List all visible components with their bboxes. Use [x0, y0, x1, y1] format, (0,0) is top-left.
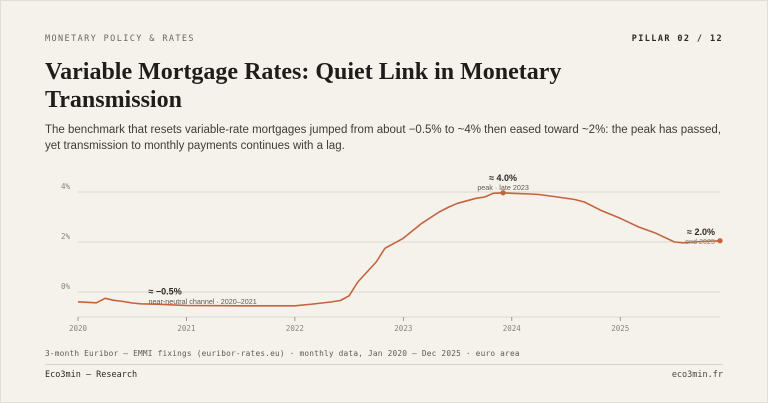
annotation-peak: ≈ 4.0%peak · late 2023: [477, 173, 529, 196]
y-tick-labels: 0% 2% 4%: [61, 182, 71, 291]
annotation-note: end 2025: [685, 237, 715, 246]
y-tick-label: 4%: [61, 182, 71, 191]
x-tick-label: 2020: [69, 324, 88, 331]
end-marker: [717, 238, 723, 244]
x-tick-label: 2025: [611, 324, 629, 331]
series-line: [77, 192, 721, 307]
peak-marker: [500, 190, 506, 196]
line-chart: 0% 2% 4% 2020 2021 2022 2023 2024 2025 ≈ −0.5%n…: [61, 173, 723, 331]
annotation-value: ≈ 2.0%: [687, 227, 715, 237]
annotation-low: ≈ −0.5%near-neutral channel · 2020–2021: [148, 287, 256, 307]
y-tick-label: 0%: [61, 282, 71, 291]
annotation-value: ≈ 4.0%: [489, 173, 517, 183]
source-note: 3-month Euribor — EMMI fixings (euribor-…: [45, 349, 520, 358]
section-kicker: MONETARY POLICY & RATES: [45, 34, 195, 44]
footer-divider: [45, 364, 723, 365]
annotation-value: ≈ −0.5%: [148, 287, 181, 297]
brand-label: Eco3min — Research: [45, 370, 138, 380]
grid-layer: [77, 191, 720, 321]
y-tick-label: 2%: [61, 232, 71, 241]
annotation-note: peak · late 2023: [477, 183, 529, 192]
x-tick-label: 2022: [286, 324, 304, 331]
series-layer: [77, 192, 721, 307]
x-tick-label: 2023: [394, 324, 412, 331]
x-tick-label: 2024: [503, 324, 522, 331]
chart-subtitle: The benchmark that resets variable-rate …: [45, 124, 722, 152]
chart-title: Variable Mortgage Rates: Quiet Link in M…: [45, 59, 562, 113]
annotation-end: ≈ 2.0%end 2025: [685, 227, 723, 246]
annotation-note: near-neutral channel · 2020–2021: [148, 297, 256, 306]
site-link[interactable]: eco3min.fr: [671, 370, 723, 380]
x-tick-label: 2021: [177, 324, 195, 331]
x-tick-labels: 2020 2021 2022 2023 2024 2025: [69, 324, 629, 331]
pillar-counter: PILLAR 02 / 12: [631, 34, 723, 44]
annotation-layer: ≈ −0.5%near-neutral channel · 2020–2021≈…: [148, 173, 723, 307]
